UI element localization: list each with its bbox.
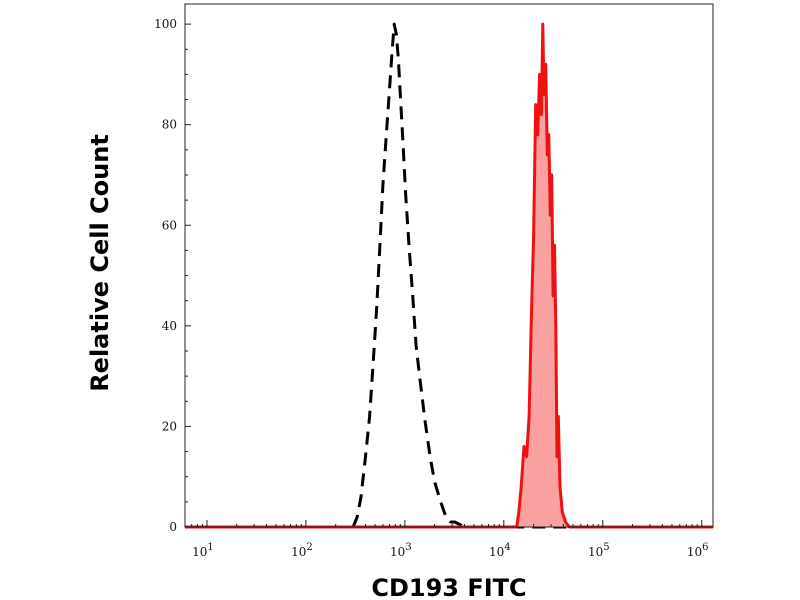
x-tick-exponent: 5 [603,542,609,553]
x-tick-base: 10 [588,545,603,559]
y-axis-title: Relative Cell Count [86,134,114,392]
x-tick-label-0: 101 [192,542,214,559]
x-tick-label-1: 102 [291,542,313,559]
x-tick-base: 10 [291,545,306,559]
x-tick-label-5: 106 [687,542,709,559]
y-tick-label-5: 100 [154,17,177,31]
x-tick-exponent: 1 [207,542,213,553]
series-1-line [185,22,713,529]
x-tick-base: 10 [192,545,207,559]
x-tick-exponent: 4 [504,542,510,553]
x-axis-title: CD193 FITC [371,574,526,600]
x-tick-label-3: 104 [489,542,511,559]
y-tick-label-3: 60 [162,218,177,232]
y-tick-label-0: 0 [169,520,177,534]
x-tick-base: 10 [687,545,702,559]
y-tick-label-4: 80 [162,118,177,132]
y-tick-label-2: 40 [162,319,177,333]
axes-layer [184,3,714,528]
x-tick-label-2: 103 [390,542,412,559]
x-tick-base: 10 [390,545,405,559]
x-tick-label-4: 105 [588,542,610,559]
plot-frame [184,3,714,528]
x-tick-exponent: 3 [405,542,411,553]
series-0-line [185,22,713,529]
series-layer [185,22,713,529]
x-tick-exponent: 6 [702,542,708,553]
y-tick-label-1: 20 [162,419,177,433]
x-tick-base: 10 [489,545,504,559]
x-tick-exponent: 2 [306,542,312,553]
